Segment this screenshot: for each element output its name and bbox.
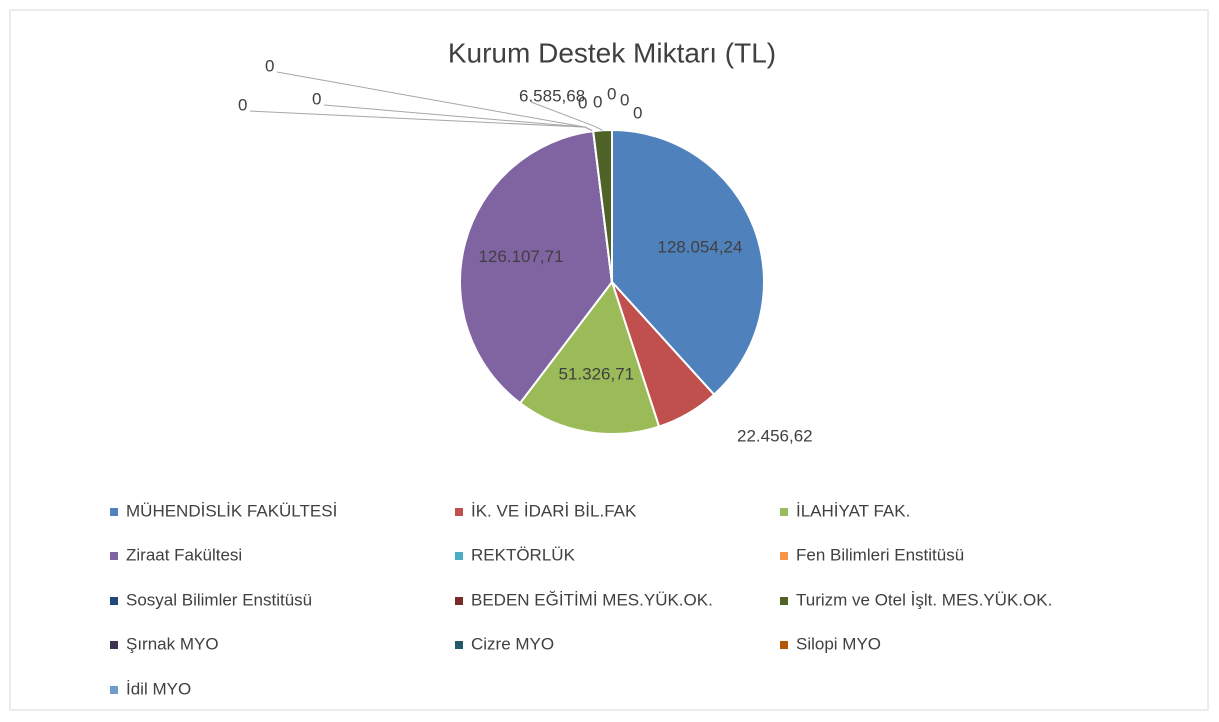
data-label: 6.585,68 (519, 86, 585, 105)
legend-label: Silopi MYO (796, 634, 881, 653)
legend-label: İLAHİYAT FAK. (796, 501, 910, 520)
legend-label: Ziraat Fakültesi (126, 545, 242, 564)
legend-label: BEDEN EĞİTİMİ MES.YÜK.OK. (471, 590, 713, 609)
legend-swatch (455, 508, 463, 516)
pie-slice (458, 130, 614, 405)
legend-swatch (110, 597, 118, 605)
data-label: 0 (578, 93, 587, 112)
legend-swatch (780, 641, 788, 649)
data-label: 0 (238, 95, 247, 114)
legend-swatch (780, 508, 788, 516)
data-label: 0 (620, 90, 629, 109)
data-label: 0 (633, 103, 642, 122)
legend-label: Şırnak MYO (126, 634, 219, 653)
legend-swatch (110, 641, 118, 649)
data-label: 0 (265, 56, 274, 75)
legend-label: Sosyal Bilimler Enstitüsü (126, 590, 312, 609)
legend-swatch (110, 552, 118, 560)
data-label: 22.456,62 (737, 426, 813, 445)
data-label: 128.054,24 (657, 238, 742, 257)
legend-swatch (110, 686, 118, 694)
legend-label: İdil MYO (126, 679, 191, 698)
legend-label: REKTÖRLÜK (471, 545, 576, 564)
legend-label: Fen Bilimleri Enstitüsü (796, 545, 964, 564)
leader-line (530, 101, 603, 131)
legend-label: MÜHENDİSLİK FAKÜLTESİ (126, 501, 337, 520)
legend-label: Cizre MYO (471, 634, 554, 653)
legend-swatch (780, 552, 788, 560)
legend-swatch (455, 552, 463, 560)
data-label: 0 (607, 84, 616, 103)
data-label: 0 (312, 89, 321, 108)
data-label: 51.326,71 (558, 364, 634, 383)
pie-slice (518, 279, 661, 435)
data-label: 0 (593, 92, 602, 111)
legend-swatch (780, 597, 788, 605)
legend-swatch (455, 641, 463, 649)
chart-title: Kurum Destek Miktarı (TL) (448, 37, 776, 68)
legend-label: İK. VE İDARİ BİL.FAK (471, 501, 637, 520)
legend-swatch (110, 508, 118, 516)
legend-label: Turizm ve Otel İşlt. MES.YÜK.OK. (796, 590, 1052, 609)
pie-slice (611, 128, 765, 397)
data-label: 126.107,71 (478, 247, 563, 266)
legend-swatch (455, 597, 463, 605)
leader-line (323, 104, 594, 132)
